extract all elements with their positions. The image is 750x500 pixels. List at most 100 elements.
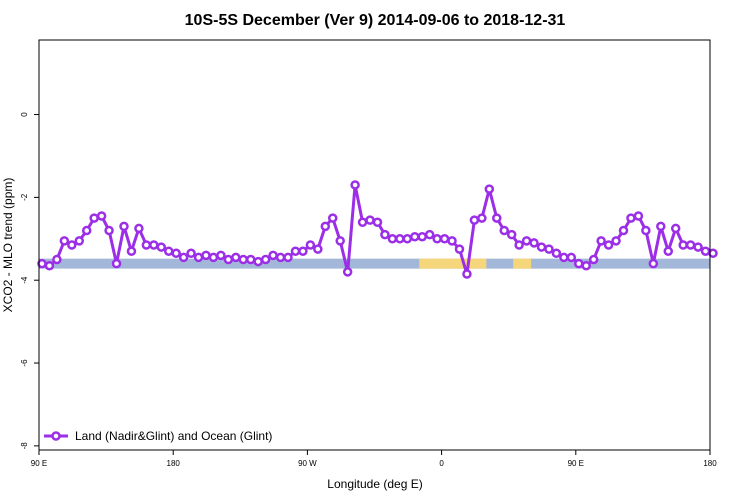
data-point: [163, 246, 174, 256]
plot-frame: [38, 39, 711, 451]
data-point: [44, 260, 55, 271]
data-point: [156, 242, 167, 252]
data-point: [708, 248, 718, 259]
data-point: [685, 240, 696, 250]
data-point: [231, 252, 241, 263]
data-point: [380, 229, 390, 240]
data-point: [536, 242, 547, 252]
data-point: [693, 242, 703, 252]
data-point: [588, 254, 599, 265]
data-point: [700, 246, 711, 256]
data-point: [372, 217, 383, 227]
data-point: [447, 236, 457, 246]
data-point: [149, 240, 159, 250]
data-point: [663, 246, 673, 256]
data-point: [439, 234, 450, 244]
data-point: [253, 256, 263, 267]
land-segment-0: [419, 258, 487, 269]
data-point: [454, 244, 465, 254]
data-point: [201, 250, 211, 261]
data-point: [350, 180, 360, 190]
data-point: [484, 184, 495, 194]
y-axis-label: XCO2 - MLO trend (ppm): [1, 178, 15, 313]
data-point: [305, 240, 316, 250]
x-tick-label: 0: [439, 459, 444, 468]
data-point: [89, 213, 99, 223]
data-point: [290, 246, 301, 256]
data-point: [402, 234, 413, 244]
data-point: [67, 240, 77, 250]
data-point: [81, 225, 92, 236]
data-point: [342, 267, 353, 277]
data-point: [603, 240, 614, 250]
data-point: [52, 254, 62, 265]
data-point: [208, 252, 219, 263]
data-point: [521, 236, 532, 246]
data-point: [260, 254, 271, 265]
data-point: [387, 234, 398, 244]
data-point: [245, 254, 256, 265]
data-point: [581, 260, 591, 271]
data-point: [193, 252, 204, 263]
data-point: [104, 225, 114, 236]
data-point: [186, 248, 196, 259]
x-tick-label: 180: [167, 459, 181, 468]
data-point: [327, 213, 338, 223]
data-point: [462, 269, 472, 279]
data-point: [410, 231, 420, 242]
y-tick-label: 0: [20, 112, 29, 117]
data-point: [111, 258, 122, 269]
data-point: [626, 213, 636, 223]
data-point: [477, 213, 487, 223]
y-tick-label: -8: [20, 442, 29, 450]
legend-marker: [51, 431, 61, 441]
data-point: [74, 236, 85, 246]
data-point: [566, 252, 577, 263]
data-point: [492, 213, 502, 223]
data-point: [141, 240, 152, 250]
data-point: [178, 252, 189, 263]
ocean-band: [39, 258, 710, 269]
data-point: [574, 258, 584, 269]
data-point: [551, 248, 562, 259]
surface-band: [39, 258, 710, 269]
data-point: [506, 229, 517, 240]
chart-title: 10S-5S December (Ver 9) 2014-09-06 to 20…: [185, 12, 566, 29]
x-tick-label: 90 E: [31, 459, 47, 468]
data-point: [126, 246, 137, 256]
data-point: [37, 258, 47, 269]
data-point: [171, 248, 181, 259]
x-tick-label: 90 W: [298, 459, 317, 468]
data-point: [648, 258, 659, 269]
data-point: [559, 252, 569, 263]
data-point: [96, 211, 107, 221]
data-point: [633, 211, 644, 221]
data-point: [529, 238, 539, 248]
data-point: [275, 252, 286, 263]
data-point: [365, 215, 375, 225]
data-point: [678, 240, 688, 250]
data-point: [618, 225, 629, 236]
data-point: [641, 225, 651, 236]
data-point: [424, 229, 435, 240]
data-point: [611, 236, 621, 246]
legend-label: Land (Nadir&Glint) and Ocean (Glint): [75, 429, 272, 443]
series-layer: [37, 180, 718, 279]
land-segment-1: [513, 258, 532, 269]
data-point: [119, 221, 129, 232]
data-point: [59, 236, 70, 246]
y-axis: 0 -2 -4 -6 -8: [20, 112, 39, 450]
data-point: [283, 252, 293, 263]
data-point: [656, 221, 666, 232]
data-point: [395, 234, 405, 244]
data-point: [268, 250, 278, 261]
x-axis-label: Longitude (deg E): [327, 477, 422, 491]
data-point: [335, 236, 345, 246]
data-point: [357, 217, 368, 227]
data-point: [469, 215, 480, 225]
data-point: [238, 254, 249, 265]
data-point: [544, 244, 554, 254]
data-point: [499, 225, 509, 236]
x-axis: 90 E 180 90 W 0 90 E 180: [31, 450, 717, 468]
